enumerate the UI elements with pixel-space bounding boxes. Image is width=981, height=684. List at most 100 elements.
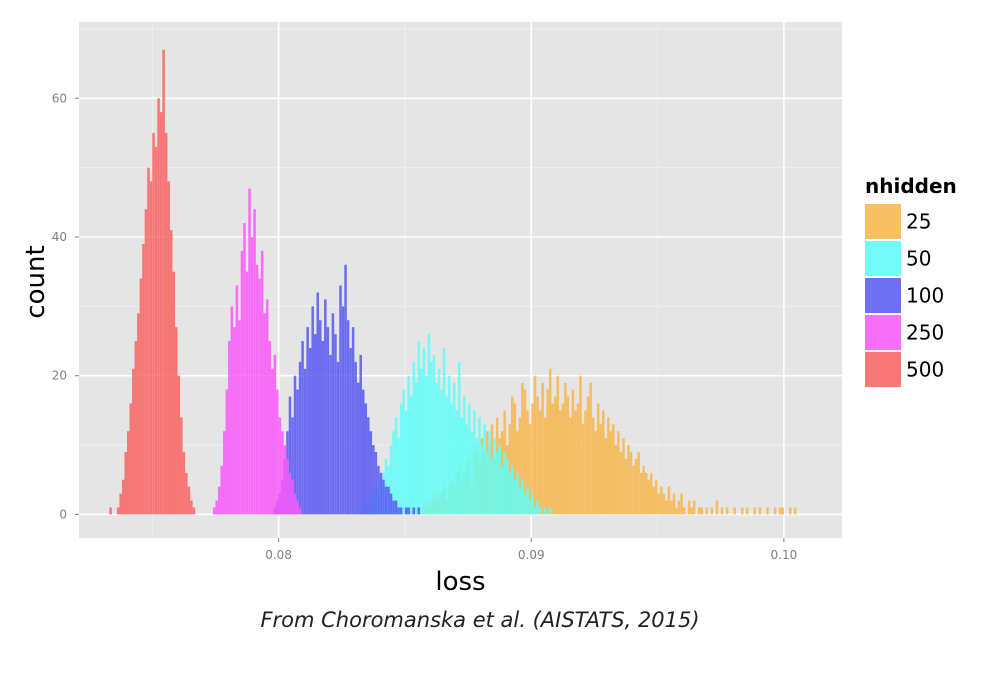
- histogram-bar: [508, 424, 512, 515]
- histogram-bar: [415, 382, 418, 515]
- histogram-bar: [286, 458, 289, 515]
- histogram-bar: [740, 507, 744, 515]
- histogram-bar: [498, 445, 501, 515]
- histogram-bar: [283, 445, 287, 515]
- histogram-bar: [665, 500, 668, 515]
- histogram-bar: [440, 389, 443, 515]
- histogram-bar: [407, 375, 410, 515]
- histogram-bar: [632, 465, 635, 515]
- histogram-bar: [609, 431, 613, 515]
- histogram-bar: [339, 285, 342, 515]
- y-tick-label: 20: [52, 369, 67, 383]
- histogram-bar: [531, 493, 534, 515]
- histogram-bar: [450, 403, 453, 515]
- histogram-bar: [662, 493, 666, 515]
- histogram-bar: [137, 313, 140, 515]
- histogram-bar: [248, 188, 251, 515]
- histogram-bar: [521, 479, 524, 515]
- histogram-bar: [281, 431, 284, 515]
- histogram-bar: [404, 507, 408, 515]
- series-500: [109, 49, 196, 515]
- histogram-bar: [167, 181, 170, 515]
- histogram-bar: [528, 500, 532, 515]
- histogram-bar: [465, 424, 469, 515]
- histogram-bar: [511, 465, 514, 515]
- histogram-bar: [612, 424, 615, 515]
- histogram-bar: [596, 403, 600, 515]
- histogram-bar: [793, 507, 797, 515]
- histogram-bar: [258, 278, 261, 515]
- histogram-bar: [260, 250, 264, 515]
- histogram-bar: [460, 417, 464, 515]
- histogram-bar: [182, 452, 186, 515]
- histogram-bar: [301, 341, 304, 515]
- histogram-bar: [526, 486, 529, 515]
- histogram-bar: [710, 507, 714, 515]
- histogram-bar: [478, 417, 481, 515]
- histogram-bar: [566, 396, 570, 515]
- histogram-bar: [493, 438, 496, 515]
- histogram-bar: [417, 341, 421, 515]
- histogram-bar: [384, 486, 388, 515]
- histogram-bar: [437, 368, 441, 515]
- histogram-bar: [725, 507, 729, 515]
- x-tick-label: 0.08: [265, 548, 292, 562]
- legend-label-250: 250: [906, 321, 944, 345]
- histogram-bar: [420, 368, 423, 515]
- histogram-bar: [175, 327, 178, 515]
- histogram-bar: [268, 341, 272, 515]
- legend: nhidden 25 50 100 250 500: [865, 174, 957, 387]
- histogram-bar: [584, 410, 587, 515]
- histogram-bar: [546, 389, 549, 515]
- histogram-bar: [121, 479, 125, 515]
- histogram-bar: [505, 458, 509, 515]
- histogram-bar: [288, 396, 292, 515]
- histogram-bar: [296, 389, 299, 515]
- histogram-bar: [667, 486, 671, 515]
- histogram-bar: [223, 431, 226, 515]
- histogram-bar: [594, 431, 597, 515]
- histogram-bar: [187, 486, 191, 515]
- histogram-bar: [619, 452, 623, 515]
- histogram-bar: [500, 465, 504, 515]
- histogram-bar: [680, 493, 683, 515]
- histogram-bar: [392, 431, 395, 515]
- histogram-bar: [119, 493, 122, 515]
- y-tick-label: 40: [52, 230, 67, 244]
- histogram-bar: [647, 479, 650, 515]
- histogram-bar: [124, 452, 128, 515]
- histogram-bar: [109, 507, 112, 515]
- histogram-bar: [407, 507, 410, 515]
- histogram-bar: [162, 49, 165, 515]
- histogram-bar: [475, 438, 479, 515]
- histogram-bar: [409, 396, 413, 515]
- histogram-bar: [172, 271, 176, 515]
- histogram-bar: [432, 354, 436, 515]
- histogram-bar: [253, 209, 256, 515]
- histogram-bar: [192, 507, 196, 515]
- histogram-bar: [129, 403, 133, 515]
- histogram-bar: [589, 382, 592, 515]
- histogram-bar: [523, 389, 527, 515]
- histogram-bar: [455, 410, 458, 515]
- histogram-bar: [306, 327, 309, 515]
- histogram-bar: [773, 507, 777, 515]
- histogram-bar: [657, 493, 661, 515]
- histogram-bar: [452, 382, 456, 515]
- y-tick-label: 60: [52, 91, 67, 105]
- series-250: [212, 188, 302, 515]
- histogram-bar: [548, 368, 552, 515]
- histogram-bar: [142, 243, 145, 515]
- histogram-bar: [442, 347, 446, 515]
- histogram-bar: [518, 486, 522, 515]
- histogram-bar: [255, 264, 259, 515]
- histogram-bar: [361, 389, 365, 515]
- histogram-bar: [677, 500, 681, 515]
- histogram-bar: [316, 292, 320, 515]
- legend-key-250: [865, 315, 901, 350]
- histogram-bar: [682, 507, 686, 515]
- histogram-bar: [293, 493, 297, 515]
- histogram-bar: [586, 396, 590, 515]
- histogram-bar: [217, 486, 221, 515]
